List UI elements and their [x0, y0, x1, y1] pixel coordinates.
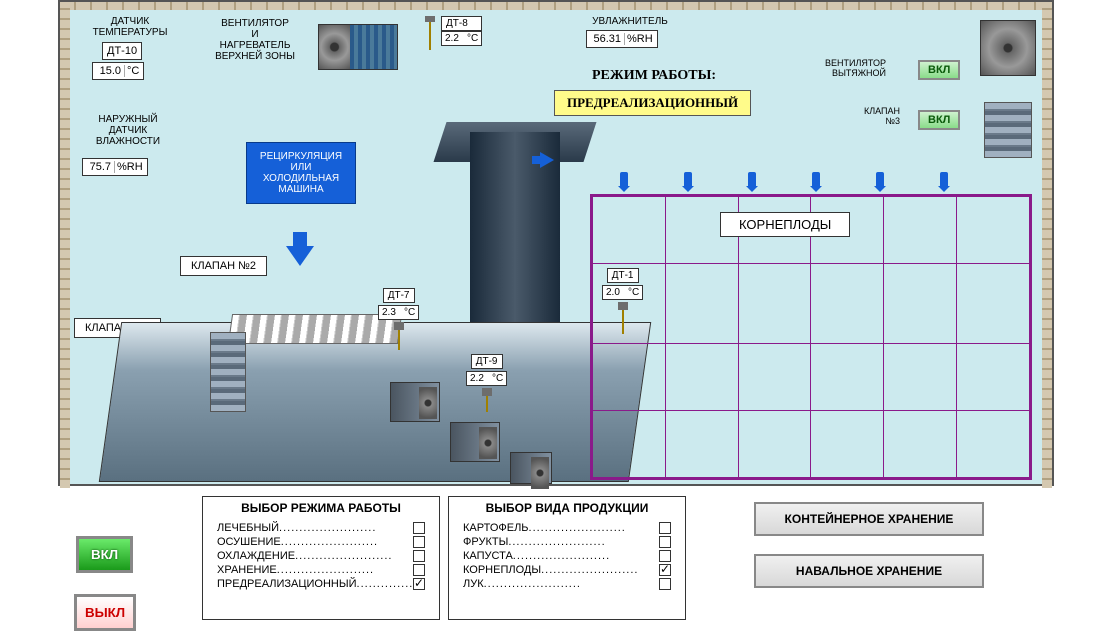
mode-option-label: ОХЛАЖДЕНИЕ — [217, 550, 295, 562]
checkbox[interactable] — [413, 522, 425, 534]
valve3-on-button[interactable]: ВКЛ — [918, 110, 960, 130]
nozzle-icon — [620, 172, 628, 186]
product-option-row[interactable]: ЛУК........................ — [463, 577, 671, 591]
mode-select-panel: ВЫБОР РЕЖИМА РАБОТЫ ЛЕЧЕБНЫЙ............… — [202, 496, 440, 620]
exhaust-fan-label: ВЕНТИЛЯТОР ВЫТЯЖНОЙ — [806, 58, 886, 78]
product-select-panel: ВЫБОР ВИДА ПРОДУКЦИИ КАРТОФЕЛЬ..........… — [448, 496, 686, 620]
bulk-storage-button[interactable]: НАВАЛЬНОЕ ХРАНЕНИЕ — [754, 554, 984, 588]
arrow-right-icon — [540, 152, 554, 168]
checkbox[interactable] — [413, 550, 425, 562]
mode-option-row[interactable]: ЛЕЧЕБНЫЙ........................ — [217, 521, 425, 535]
system-off-button[interactable]: ВЫКЛ — [74, 594, 136, 631]
system-on-button[interactable]: ВКЛ — [76, 536, 133, 573]
louver-block — [984, 102, 1032, 158]
product-option-row[interactable]: ФРУКТЫ........................ — [463, 535, 671, 549]
product-option-label: КОРНЕПЛОДЫ — [463, 564, 541, 576]
mode-title: РЕЖИМ РАБОТЫ: — [592, 68, 716, 84]
checkbox[interactable] — [413, 564, 425, 576]
recirc-panel: РЕЦИРКУЛЯЦИЯ ИЛИ ХОЛОДИЛЬНАЯ МАШИНА — [246, 142, 356, 204]
checkbox[interactable] — [659, 550, 671, 562]
outdoor-humidity-label: НАРУЖНЫЙ ДАТЧИК ВЛАЖНОСТИ — [78, 114, 178, 147]
outdoor-humidity-reading: 75.7%RH — [82, 158, 148, 176]
sensor-dt9: ДТ-9 2.2°C — [466, 354, 507, 412]
nozzle-icon — [812, 172, 820, 186]
valve3-label: КЛАПАН №3 — [840, 106, 900, 126]
mode-option-label: ОСУШЕНИЕ — [217, 536, 281, 548]
mode-option-row[interactable]: ОХЛАЖДЕНИЕ........................ — [217, 549, 425, 563]
product-panel-title: ВЫБОР ВИДА ПРОДУКЦИИ — [449, 497, 685, 519]
dt10-name: ДТ-10 — [102, 42, 142, 60]
mode-panel-title: ВЫБОР РЕЖИМА РАБОТЫ — [203, 497, 439, 519]
exhaust-fan-unit — [980, 20, 1036, 76]
product-option-row[interactable]: КАРТОФЕЛЬ........................ — [463, 521, 671, 535]
scada-main-view: ДАТЧИК ТЕМПЕРАТУРЫ ДТ-10 15.0°C НАРУЖНЫЙ… — [58, 0, 1054, 486]
product-option-row[interactable]: КАПУСТА........................ — [463, 549, 671, 563]
nozzle-icon — [684, 172, 692, 186]
checkbox[interactable] — [659, 536, 671, 548]
machinery-block — [110, 262, 640, 482]
humidifier-label: УВЛАЖНИТЕЛЬ — [580, 16, 680, 27]
storage-product-label: КОРНЕПЛОДЫ — [720, 212, 850, 237]
sensor-dt1: ДТ-12.0°C — [602, 268, 643, 334]
fan-heater-label: ВЕНТИЛЯТОР И НАГРЕВАТЕЛЬ ВЕРХНЕЙ ЗОНЫ — [200, 18, 310, 62]
product-option-label: КАРТОФЕЛЬ — [463, 522, 529, 534]
nozzle-icon — [748, 172, 756, 186]
container-storage-button[interactable]: КОНТЕЙНЕРНОЕ ХРАНЕНИЕ — [754, 502, 984, 536]
checkbox[interactable] — [413, 536, 425, 548]
checkbox[interactable] — [659, 578, 671, 590]
mode-value: ПРЕДРЕАЛИЗАЦИОННЫЙ — [554, 90, 751, 116]
product-option-row[interactable]: КОРНЕПЛОДЫ........................ — [463, 563, 671, 577]
mode-option-row[interactable]: ПРЕДРЕАЛИЗАЦИОННЫЙ......................… — [217, 577, 425, 591]
dt10-reading: 15.0°C — [92, 62, 144, 80]
product-option-label: ЛУК — [463, 578, 484, 590]
sensor-dt7: ДТ-7 2.3°C — [378, 288, 419, 350]
humidifier-reading: 56.31%RH — [586, 30, 658, 48]
sensor-dt8: ДТ-8 2.2°C — [425, 16, 482, 50]
temp-sensor-label: ДАТЧИК ТЕМПЕРАТУРЫ — [80, 16, 180, 38]
mode-option-label: ЛЕЧЕБНЫЙ — [217, 522, 279, 534]
fan-heater-unit — [318, 24, 398, 70]
bottom-controls: ВКЛ ВЫКЛ ВЫБОР РЕЖИМА РАБОТЫ ЛЕЧЕБНЫЙ...… — [58, 492, 1054, 622]
wall-top — [60, 2, 1052, 10]
product-option-label: ФРУКТЫ — [463, 536, 508, 548]
mode-option-row[interactable]: ОСУШЕНИЕ........................ — [217, 535, 425, 549]
nozzle-icon — [940, 172, 948, 186]
nozzle-icon — [876, 172, 884, 186]
checkbox[interactable] — [659, 564, 671, 576]
checkbox[interactable] — [413, 578, 425, 590]
mode-option-label: ХРАНЕНИЕ — [217, 564, 277, 576]
product-option-label: КАПУСТА — [463, 550, 513, 562]
wall-right — [1042, 2, 1052, 488]
mode-option-label: ПРЕДРЕАЛИЗАЦИОННЫЙ — [217, 578, 357, 590]
checkbox[interactable] — [659, 522, 671, 534]
wall-left — [60, 2, 70, 488]
mode-option-row[interactable]: ХРАНЕНИЕ........................ — [217, 563, 425, 577]
exhaust-fan-on-button[interactable]: ВКЛ — [918, 60, 960, 80]
